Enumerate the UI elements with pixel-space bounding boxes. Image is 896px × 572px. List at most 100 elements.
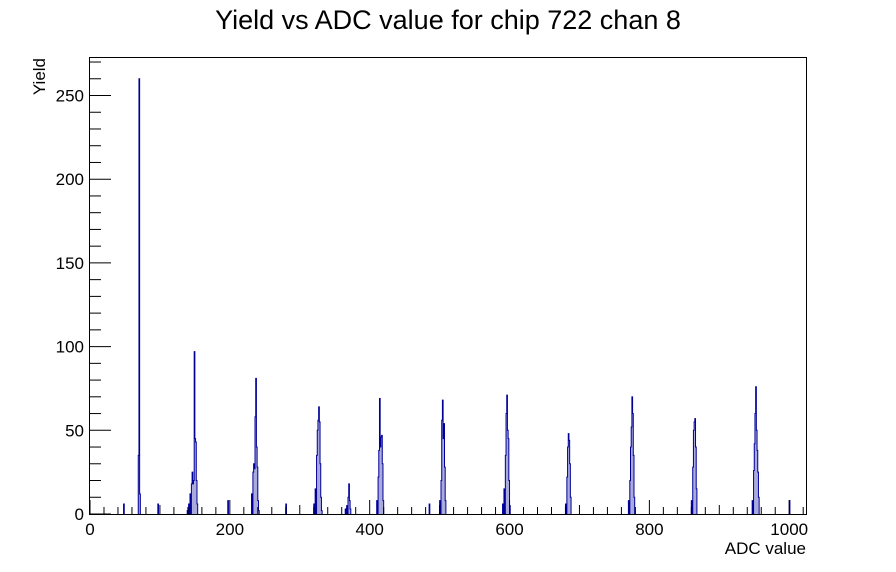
x-tick-label: 200 — [216, 520, 244, 539]
histogram-bin — [444, 467, 446, 514]
histogram-bin — [189, 493, 191, 514]
histogram-bin — [631, 426, 632, 514]
histogram-bin — [508, 438, 509, 514]
histogram-bin — [694, 418, 696, 514]
histogram-bin — [316, 455, 318, 514]
histogram-bin — [256, 447, 258, 514]
histogram-bin — [758, 497, 760, 514]
histogram-bin — [349, 500, 351, 514]
histogram-bin — [568, 433, 569, 514]
histogram-bin — [378, 477, 379, 514]
histogram-bin — [757, 472, 759, 514]
x-axis: 0 200 400 600 800 1000 — [85, 500, 808, 539]
histogram-bin — [566, 477, 568, 514]
histogram-bin — [251, 493, 253, 514]
histogram-bin — [348, 497, 349, 514]
histogram-bin — [441, 420, 443, 514]
histogram-bin — [317, 430, 318, 514]
histogram-bin — [157, 503, 159, 514]
y-tick-label: 250 — [56, 87, 84, 106]
histogram-bin — [346, 505, 348, 514]
histogram-bin — [139, 493, 141, 514]
histogram-bin — [757, 450, 758, 514]
x-tick-label: 400 — [356, 520, 384, 539]
histogram-bin — [138, 455, 139, 514]
histogram-bin — [508, 480, 510, 514]
histogram-bin — [502, 503, 504, 514]
histogram-bin — [194, 351, 195, 514]
histogram-bin — [195, 442, 197, 514]
histogram-bin — [506, 395, 508, 514]
x-tick-label: 0 — [85, 520, 94, 539]
histogram-bin — [381, 435, 383, 514]
histogram-bin — [429, 503, 430, 514]
histogram-bin — [194, 438, 196, 514]
histogram-bin — [380, 447, 381, 514]
y-axis-label: Yield — [30, 58, 49, 95]
histogram-bin — [568, 440, 570, 514]
histogram-bin — [348, 483, 350, 514]
chart-title: Yield vs ADC value for chip 722 chan 8 — [215, 5, 681, 35]
histogram-bin — [754, 443, 755, 514]
histogram-bin — [319, 421, 321, 514]
histogram-bin — [255, 378, 257, 514]
histogram-bin — [252, 472, 254, 514]
histogram-bin — [196, 503, 198, 514]
histogram-bin — [696, 488, 697, 514]
histogram-bin — [506, 413, 507, 514]
histogram-bin — [443, 438, 444, 514]
y-tick-label: 150 — [56, 254, 84, 273]
histogram-bin — [188, 503, 190, 514]
histogram-bin — [138, 78, 140, 514]
histogram-bin — [753, 470, 755, 514]
histogram-bin — [318, 406, 320, 514]
plot-frame — [89, 57, 807, 515]
histogram-bin — [505, 455, 507, 514]
histogram-bin — [633, 455, 634, 514]
histogram-bin — [754, 413, 756, 514]
x-tick-label: 600 — [495, 520, 523, 539]
histogram-bin — [631, 396, 633, 514]
histogram-bin — [752, 500, 753, 514]
histogram-bin — [567, 447, 569, 514]
histogram-bin — [257, 467, 258, 514]
histogram-bin — [569, 463, 571, 514]
histogram-bin — [315, 488, 316, 514]
histogram-bin — [755, 386, 757, 514]
histogram-bin — [317, 420, 319, 514]
histogram-bin — [196, 480, 197, 514]
histogram-bin — [632, 413, 634, 514]
histogram-bin — [123, 503, 125, 514]
histogram-bin — [227, 500, 229, 514]
y-tick-label: 0 — [75, 505, 84, 524]
histogram-bin — [254, 468, 256, 514]
histogram-bin — [756, 430, 758, 514]
histogram-bin — [350, 508, 351, 514]
histogram-bin — [507, 430, 509, 514]
y-tick-label: 50 — [65, 421, 84, 440]
histogram-bin — [345, 508, 346, 514]
histogram-bin — [379, 398, 381, 514]
histogram-bin — [503, 488, 505, 514]
histogram-bin — [380, 437, 382, 514]
histogram-bin — [695, 447, 697, 514]
histogram-bin — [192, 472, 193, 514]
histogram-bin — [445, 500, 446, 514]
x-tick-label: 1000 — [770, 520, 808, 539]
histogram-bin — [630, 447, 632, 514]
y-tick-label: 100 — [56, 338, 84, 357]
histogram-bin — [193, 480, 195, 514]
x-axis-label: ADC value — [725, 539, 806, 558]
histogram-bin — [570, 497, 572, 514]
histogram-bin — [633, 497, 635, 514]
histogram-bin — [629, 480, 631, 514]
histogram-bin — [442, 400, 444, 514]
x-tick-label: 800 — [635, 520, 663, 539]
histogram-bin — [628, 500, 630, 514]
histogram-bin — [320, 463, 321, 514]
histogram-bin — [443, 423, 445, 514]
histogram-bin — [693, 430, 695, 514]
histogram-bin — [694, 421, 695, 514]
histogram-bin — [258, 510, 260, 514]
